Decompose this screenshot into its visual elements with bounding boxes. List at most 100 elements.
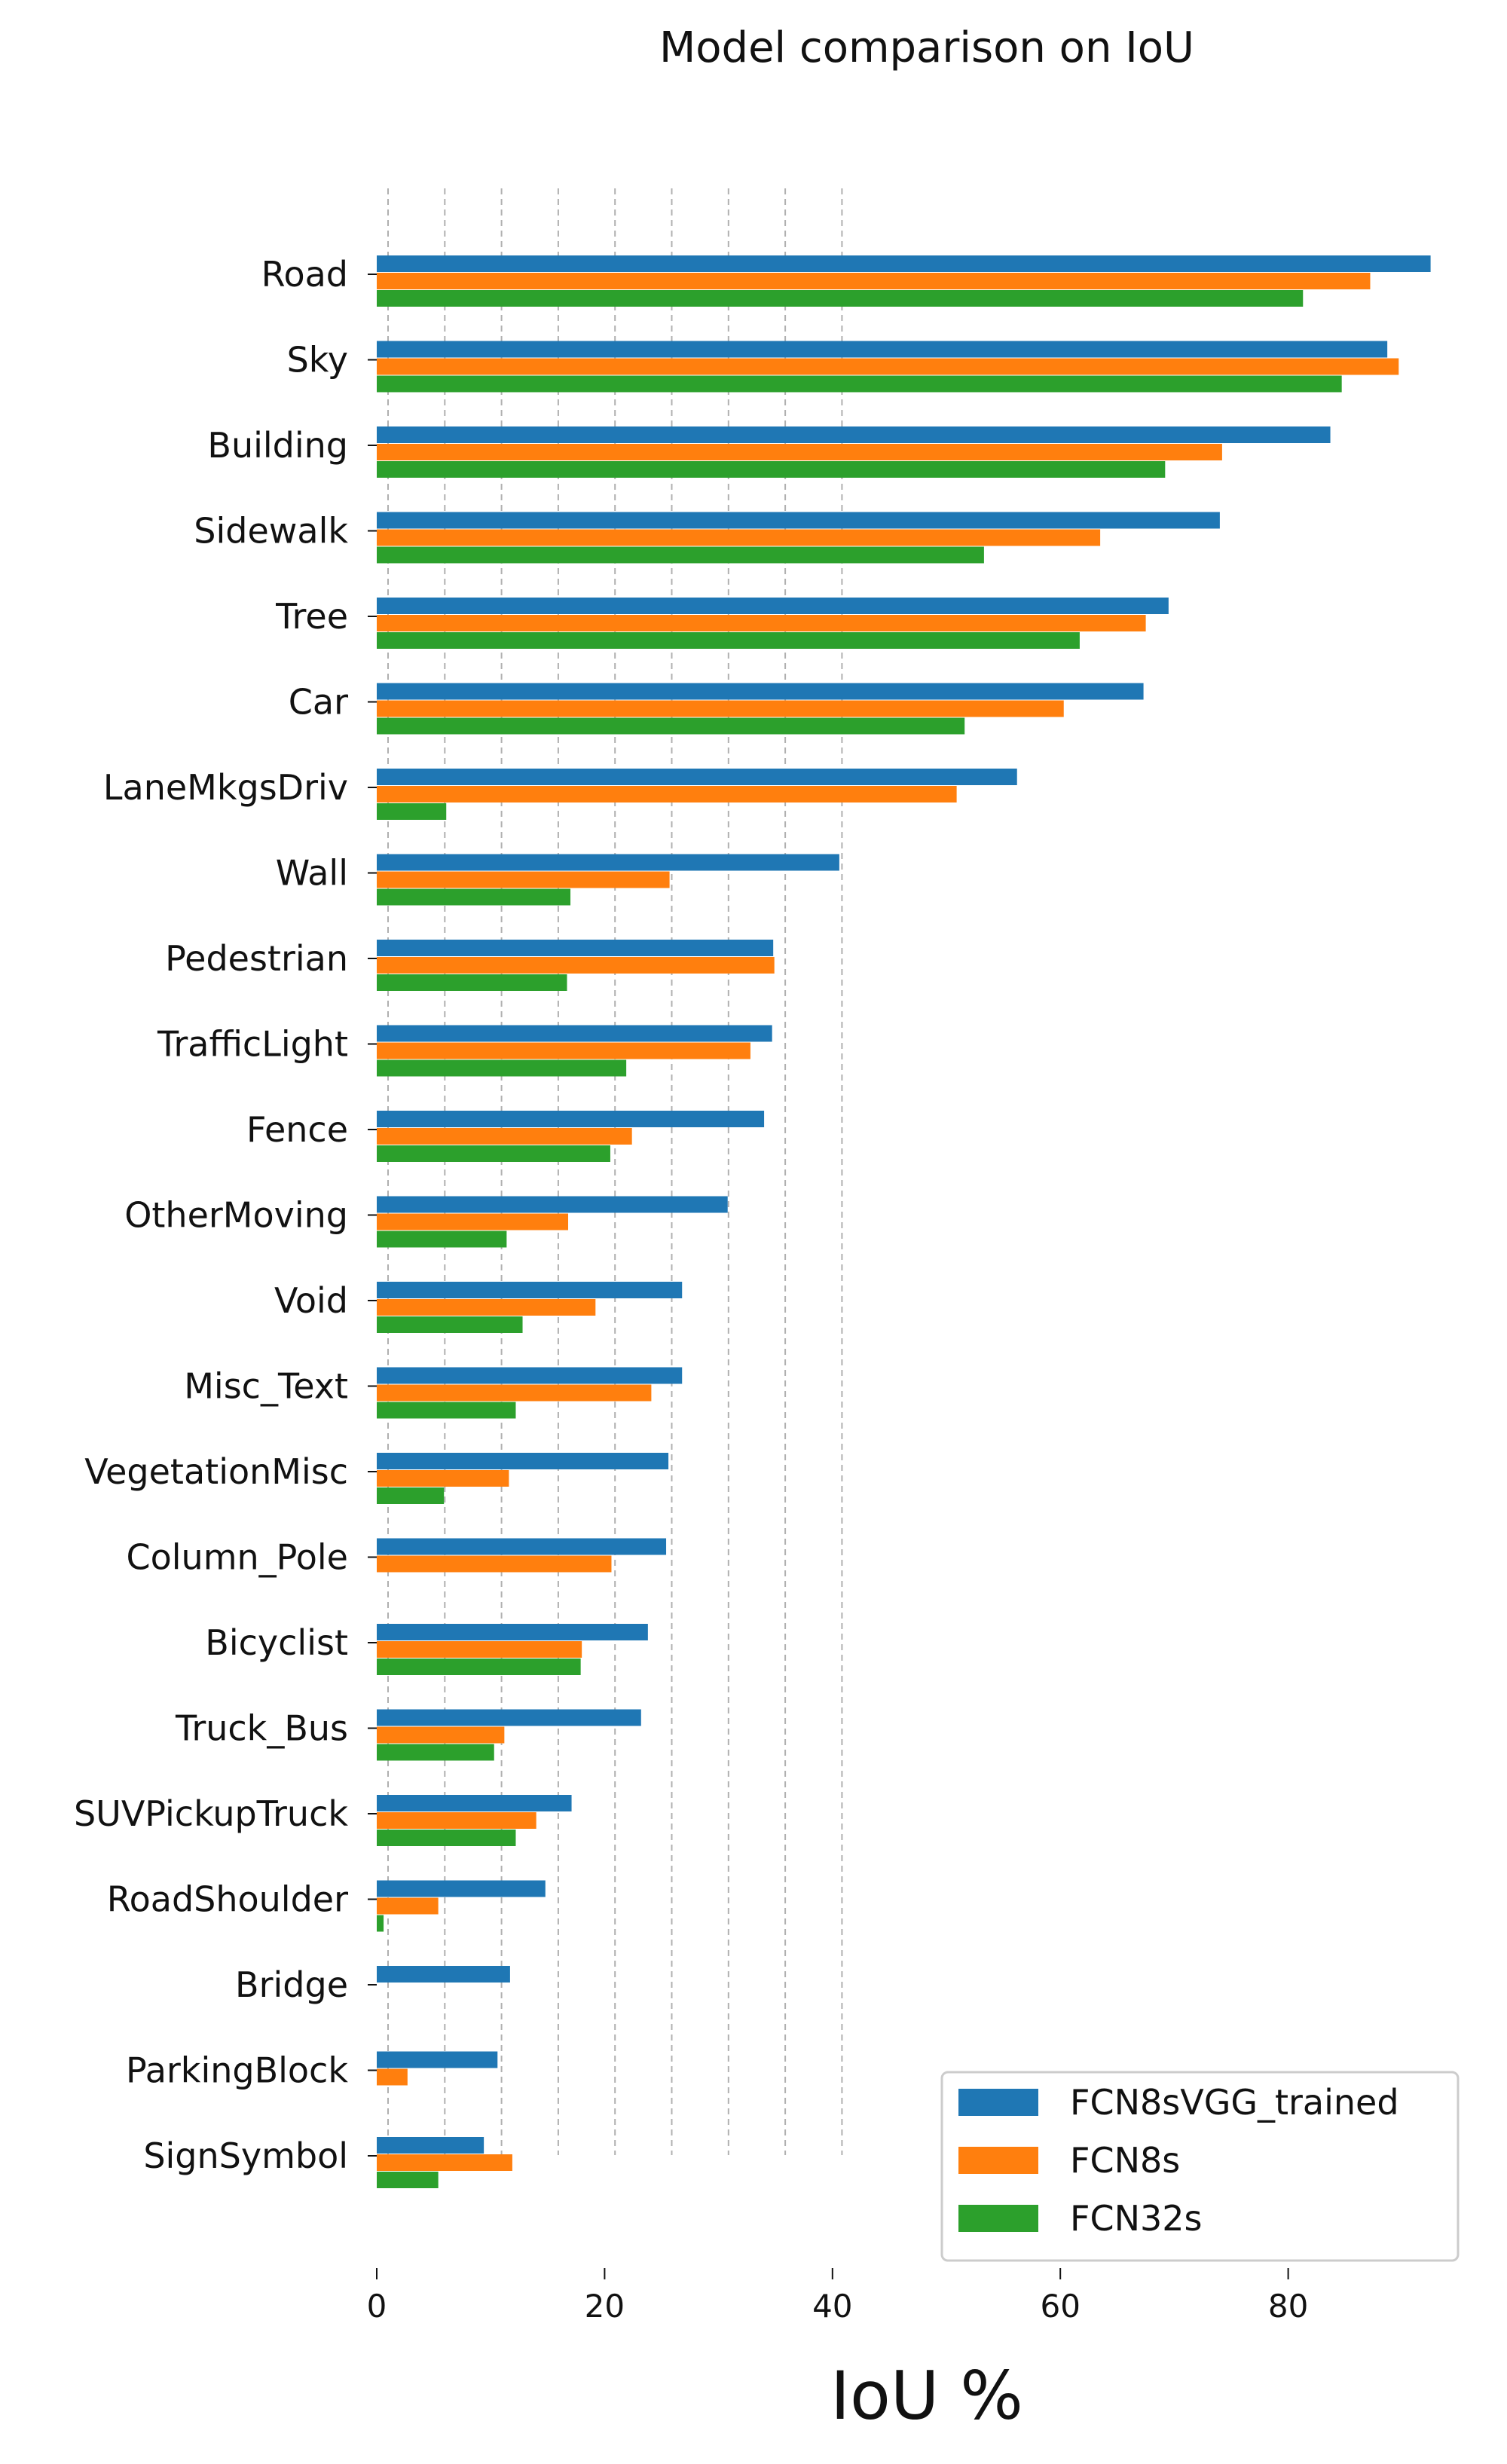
bar — [377, 2068, 408, 2086]
x-tick-label: 80 — [1268, 2288, 1308, 2325]
category-label: TrafficLight — [157, 1024, 348, 1065]
bar — [377, 769, 1017, 785]
bar — [377, 1658, 581, 1675]
bar — [377, 598, 1169, 614]
bar — [377, 1316, 523, 1333]
legend-swatch — [958, 2205, 1038, 2232]
bar — [377, 803, 447, 820]
category-label: Car — [289, 682, 348, 723]
bar — [377, 1025, 772, 1042]
bar — [377, 1624, 648, 1640]
bar — [377, 2051, 498, 2068]
bar — [377, 786, 957, 802]
category-label: RoadShoulder — [107, 1879, 348, 1920]
bar — [377, 1915, 384, 1932]
category-label: Void — [274, 1280, 348, 1321]
category-label: Column_Pole — [127, 1537, 349, 1578]
bar — [377, 1042, 750, 1059]
category-label: LaneMkgsDriv — [103, 767, 348, 808]
bar — [377, 1538, 667, 1555]
bar — [377, 2137, 485, 2154]
bar — [377, 1384, 652, 1402]
category-label: Truck_Bus — [175, 1708, 348, 1749]
bar — [377, 1128, 632, 1145]
bar — [377, 957, 775, 974]
bar — [377, 255, 1431, 272]
x-tick-label: 40 — [812, 2288, 852, 2325]
bar — [377, 717, 965, 735]
x-axis-title: IoU % — [830, 2357, 1023, 2435]
category-label: Road — [261, 254, 348, 295]
bar — [377, 1470, 509, 1487]
legend-label: FCN8s — [1070, 2140, 1180, 2181]
bar — [377, 1812, 536, 1829]
x-tick-label: 0 — [367, 2288, 387, 2325]
bar — [377, 1966, 510, 1983]
bar — [377, 854, 839, 871]
bar — [377, 1059, 627, 1077]
bar — [377, 1709, 641, 1726]
bar — [377, 1196, 728, 1213]
bar — [377, 546, 984, 564]
bar — [377, 1145, 610, 1162]
bar — [377, 888, 571, 906]
category-label: ParkingBlock — [126, 2050, 348, 2091]
category-label: Misc_Text — [184, 1366, 348, 1407]
bar — [377, 700, 1064, 717]
bar — [377, 615, 1146, 631]
category-label: Building — [207, 425, 348, 466]
bar — [377, 1230, 507, 1248]
chart-title: Model comparison on IoU — [659, 23, 1194, 72]
bar — [377, 1282, 683, 1298]
category-label: Wall — [276, 853, 348, 894]
bar — [377, 1111, 765, 1127]
bar — [377, 375, 1342, 393]
bar — [377, 1453, 669, 1469]
category-label: Tree — [275, 596, 348, 637]
bar — [377, 940, 774, 956]
bar — [377, 1367, 683, 1384]
bar — [377, 358, 1399, 375]
bar — [377, 1880, 546, 1897]
bar — [377, 1555, 612, 1573]
category-label: SignSymbol — [143, 2135, 348, 2176]
bar — [377, 1897, 439, 1915]
bar — [377, 1213, 569, 1230]
bar — [377, 683, 1144, 700]
x-tick-label: 60 — [1040, 2288, 1080, 2325]
x-tick-label: 20 — [585, 2288, 625, 2325]
legend-label: FCN8sVGG_trained — [1070, 2082, 1399, 2123]
category-label: Bridge — [235, 1964, 348, 2005]
bar — [377, 273, 1371, 289]
bar — [377, 1744, 494, 1761]
category-label: Sidewalk — [194, 511, 348, 552]
bar — [377, 1795, 572, 1811]
category-label: VegetationMisc — [84, 1451, 348, 1492]
gridlines — [387, 188, 843, 2155]
bar — [377, 341, 1388, 358]
bar — [377, 1402, 516, 1419]
category-label: Bicyclist — [205, 1622, 348, 1663]
bar — [377, 461, 1166, 478]
bar — [377, 426, 1331, 443]
category-label: SUVPickupTruck — [74, 1793, 348, 1834]
bar — [377, 444, 1222, 460]
bar — [377, 1726, 505, 1744]
category-labels: Road Sky Building Sidewalk Tree Car LaneMkgsDr… — [74, 254, 377, 2176]
bar — [377, 290, 1304, 307]
category-label: Pedestrian — [165, 938, 348, 979]
bar — [377, 871, 670, 888]
category-label: Fence — [246, 1109, 348, 1150]
legend-label: FCN32s — [1070, 2198, 1203, 2239]
category-label: Sky — [287, 340, 348, 381]
legend-swatch — [958, 2147, 1038, 2174]
bar — [377, 1641, 582, 1658]
category-label: OtherMoving — [124, 1195, 348, 1236]
bar — [377, 1299, 596, 1316]
bar — [377, 1830, 516, 1846]
legend-swatch — [958, 2089, 1038, 2116]
bar — [377, 529, 1101, 546]
x-axis: 0 20 40 60 80 — [367, 2268, 1308, 2325]
bar — [377, 2154, 512, 2171]
